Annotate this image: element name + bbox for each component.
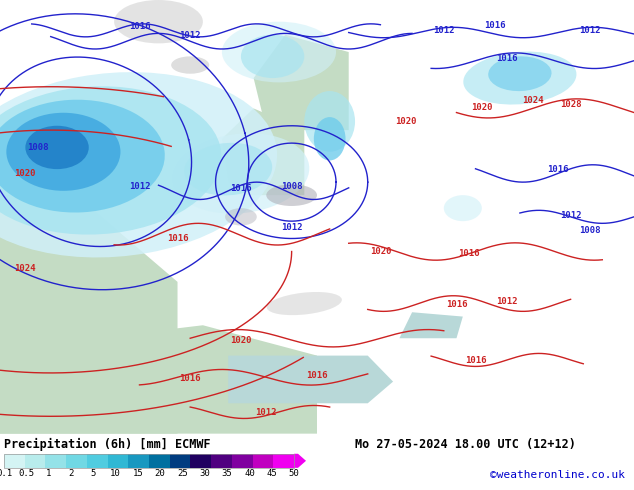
Ellipse shape <box>241 35 304 78</box>
Text: 1016: 1016 <box>230 184 252 193</box>
Ellipse shape <box>463 51 576 104</box>
Text: 1: 1 <box>46 469 51 478</box>
Ellipse shape <box>304 91 355 152</box>
Text: 1028: 1028 <box>560 99 581 109</box>
Text: 1016: 1016 <box>496 54 518 63</box>
Text: 1016: 1016 <box>446 300 467 309</box>
Text: 15: 15 <box>133 469 143 478</box>
Text: 1016: 1016 <box>547 165 569 173</box>
Text: 1012: 1012 <box>179 31 201 40</box>
Ellipse shape <box>266 184 317 206</box>
Text: 1016: 1016 <box>465 356 486 366</box>
Text: 1008: 1008 <box>281 182 302 191</box>
Text: 1012: 1012 <box>496 297 518 306</box>
Polygon shape <box>399 312 463 338</box>
Bar <box>128 454 149 468</box>
Text: 1020: 1020 <box>15 169 36 178</box>
Text: 1012: 1012 <box>579 26 600 35</box>
Text: Mo 27-05-2024 18.00 UTC (12+12): Mo 27-05-2024 18.00 UTC (12+12) <box>355 438 576 451</box>
Text: 1012: 1012 <box>281 223 302 232</box>
Text: 1012: 1012 <box>129 182 150 191</box>
Ellipse shape <box>0 86 221 235</box>
Polygon shape <box>0 195 178 434</box>
Text: 1016: 1016 <box>129 22 150 30</box>
Text: 1020: 1020 <box>230 336 252 345</box>
Bar <box>25 454 46 468</box>
Ellipse shape <box>225 208 257 225</box>
Text: 40: 40 <box>244 469 255 478</box>
Bar <box>211 454 232 468</box>
Ellipse shape <box>488 56 552 91</box>
Bar <box>108 454 128 468</box>
Bar <box>46 454 66 468</box>
Text: 1012: 1012 <box>560 212 581 220</box>
Text: 0.1: 0.1 <box>0 469 12 478</box>
Text: 1024: 1024 <box>522 96 543 105</box>
Polygon shape <box>228 356 393 403</box>
Polygon shape <box>254 35 349 130</box>
Text: 35: 35 <box>222 469 233 478</box>
Text: 1020: 1020 <box>395 117 417 126</box>
Text: 1008: 1008 <box>579 226 600 235</box>
Ellipse shape <box>222 22 336 82</box>
Text: 30: 30 <box>200 469 210 478</box>
Text: 2: 2 <box>68 469 74 478</box>
Ellipse shape <box>314 117 346 160</box>
Bar <box>190 454 211 468</box>
Text: 0.5: 0.5 <box>18 469 34 478</box>
FancyArrow shape <box>294 454 306 468</box>
Bar <box>170 454 190 468</box>
Text: 1020: 1020 <box>370 247 391 256</box>
Ellipse shape <box>0 72 277 257</box>
Polygon shape <box>222 108 304 195</box>
Text: 20: 20 <box>155 469 165 478</box>
Ellipse shape <box>172 133 309 214</box>
Text: 1020: 1020 <box>471 103 493 112</box>
Bar <box>252 454 273 468</box>
Text: 10: 10 <box>110 469 121 478</box>
Text: 45: 45 <box>266 469 277 478</box>
Text: 1016: 1016 <box>179 374 201 383</box>
Text: 1012: 1012 <box>433 26 455 35</box>
Text: 1016: 1016 <box>458 249 480 258</box>
Bar <box>66 454 87 468</box>
Text: 5: 5 <box>91 469 96 478</box>
Bar <box>87 454 108 468</box>
Bar <box>4 454 294 468</box>
Text: 1016: 1016 <box>306 370 328 380</box>
Text: 50: 50 <box>288 469 299 478</box>
Text: ©weatheronline.co.uk: ©weatheronline.co.uk <box>490 470 625 480</box>
Ellipse shape <box>6 113 120 191</box>
Ellipse shape <box>171 56 209 74</box>
Ellipse shape <box>25 126 89 169</box>
Text: 1012: 1012 <box>256 408 277 417</box>
Bar <box>273 454 294 468</box>
Ellipse shape <box>0 99 165 213</box>
Text: 1016: 1016 <box>167 234 188 243</box>
Text: Precipitation (6h) [mm] ECMWF: Precipitation (6h) [mm] ECMWF <box>4 438 210 451</box>
Text: 1024: 1024 <box>15 265 36 273</box>
Ellipse shape <box>114 0 203 44</box>
Polygon shape <box>0 325 317 434</box>
Text: 1016: 1016 <box>484 21 505 30</box>
Bar <box>149 454 170 468</box>
Ellipse shape <box>184 143 272 196</box>
Bar <box>232 454 252 468</box>
Bar <box>4 454 25 468</box>
Ellipse shape <box>267 292 342 315</box>
Text: 1008: 1008 <box>27 143 49 152</box>
Text: 25: 25 <box>177 469 188 478</box>
Ellipse shape <box>444 195 482 221</box>
